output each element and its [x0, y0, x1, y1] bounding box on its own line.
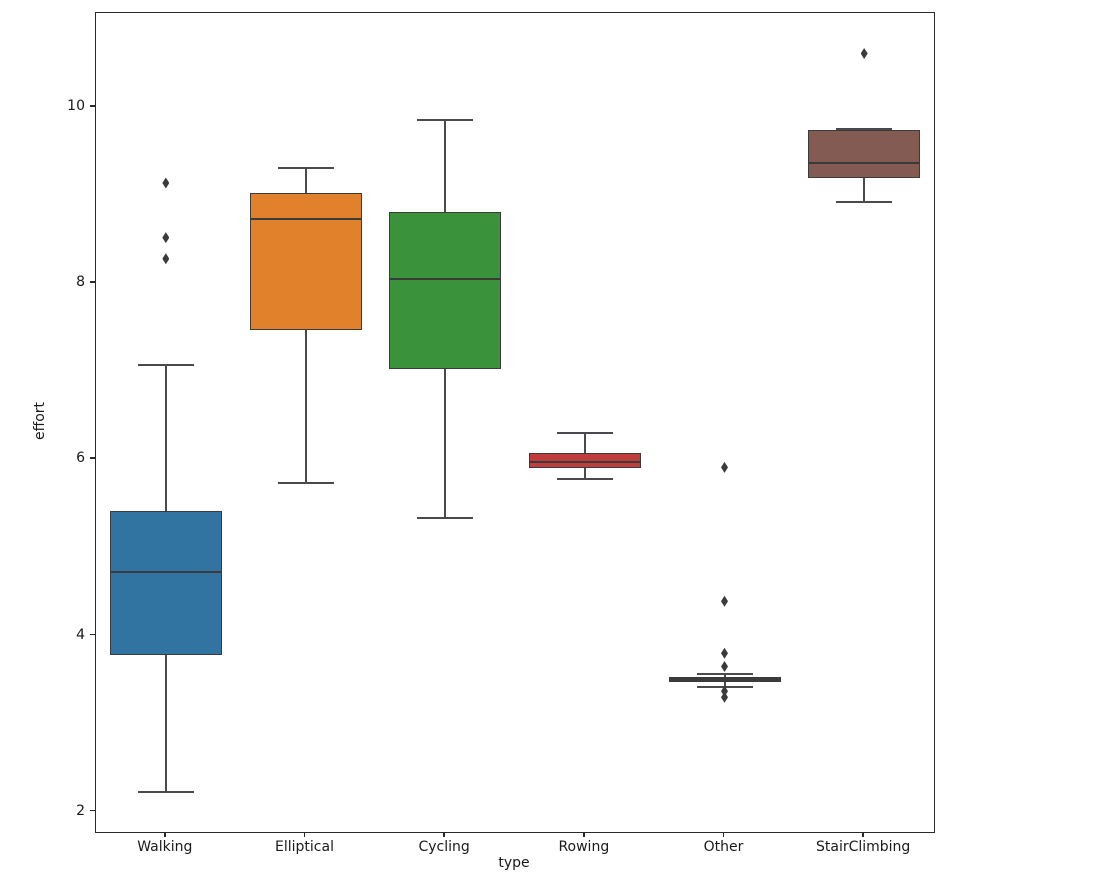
outlier-diamond: [860, 48, 868, 59]
upper-whisker-cap: [417, 119, 474, 122]
upper-whisker-line: [723, 674, 726, 677]
y-tick-label: 10: [67, 98, 85, 115]
y-tick-label: 6: [76, 450, 85, 467]
lower-whisker-cap: [137, 791, 194, 794]
outlier-diamond: [721, 660, 728, 672]
y-tick-label: 2: [76, 802, 85, 819]
upper-whisker-line: [583, 433, 586, 454]
y-tick-mark: [90, 633, 95, 636]
upper-whisker-cap: [277, 166, 334, 169]
y-axis-label: effort: [32, 401, 48, 441]
lower-whisker-line: [164, 654, 167, 793]
y-tick-mark: [90, 281, 95, 283]
upper-whisker-line: [164, 365, 167, 511]
outlier-diamond: [162, 253, 170, 265]
median-line: [109, 571, 222, 574]
upper-whisker-cap: [836, 128, 893, 131]
lower-whisker-line: [723, 682, 726, 687]
y-tick-label: 8: [76, 274, 85, 291]
outlier-diamond: [162, 177, 170, 189]
x-tick-label: Elliptical: [275, 839, 334, 855]
x-tick-mark: [443, 832, 445, 837]
lower-whisker-cap: [417, 517, 474, 520]
box-stairclimbing: [808, 130, 921, 178]
upper-whisker-line: [304, 167, 307, 193]
median-line: [528, 461, 641, 464]
lower-whisker-line: [304, 330, 307, 484]
lower-whisker-line: [444, 368, 447, 519]
outlier-diamond: [721, 691, 728, 703]
lower-whisker-cap: [277, 482, 334, 485]
median-line: [389, 277, 502, 281]
box-walking: [109, 510, 222, 655]
lower-whisker-line: [583, 468, 586, 479]
outlier-diamond: [721, 595, 728, 607]
lower-whisker-line: [863, 177, 866, 203]
upper-whisker-cap: [556, 432, 613, 435]
x-tick-mark: [164, 832, 166, 837]
box-rowing: [528, 453, 641, 469]
box-cycling: [389, 212, 502, 369]
y-tick-mark: [90, 809, 95, 812]
upper-whisker-cap: [696, 673, 753, 676]
y-tick-label: 4: [76, 626, 85, 643]
x-tick-label: Other: [703, 839, 744, 855]
x-tick-mark: [583, 832, 585, 837]
outlier-diamond: [162, 232, 170, 244]
y-tick-mark: [90, 457, 95, 459]
outlier-diamond: [721, 461, 728, 473]
lower-whisker-cap: [556, 477, 613, 480]
outlier-diamond: [721, 647, 728, 659]
x-tick-label: Rowing: [558, 839, 610, 855]
median-line: [249, 217, 362, 221]
outlier-diamond: [721, 685, 728, 697]
x-tick-mark: [862, 832, 864, 837]
box-elliptical: [249, 192, 362, 331]
x-tick-label: Walking: [137, 839, 193, 855]
x-tick-label: Cycling: [418, 839, 470, 855]
x-tick-mark: [303, 832, 306, 837]
x-tick-mark: [722, 832, 725, 837]
x-axis-label: type: [498, 855, 530, 871]
upper-whisker-cap: [137, 364, 194, 367]
median-line: [808, 161, 921, 164]
lower-whisker-cap: [836, 201, 893, 204]
y-tick-mark: [90, 105, 95, 107]
upper-whisker-line: [444, 120, 447, 213]
plot-area: [95, 12, 935, 833]
x-tick-label: StairClimbing: [815, 839, 911, 855]
median-line: [668, 678, 781, 681]
